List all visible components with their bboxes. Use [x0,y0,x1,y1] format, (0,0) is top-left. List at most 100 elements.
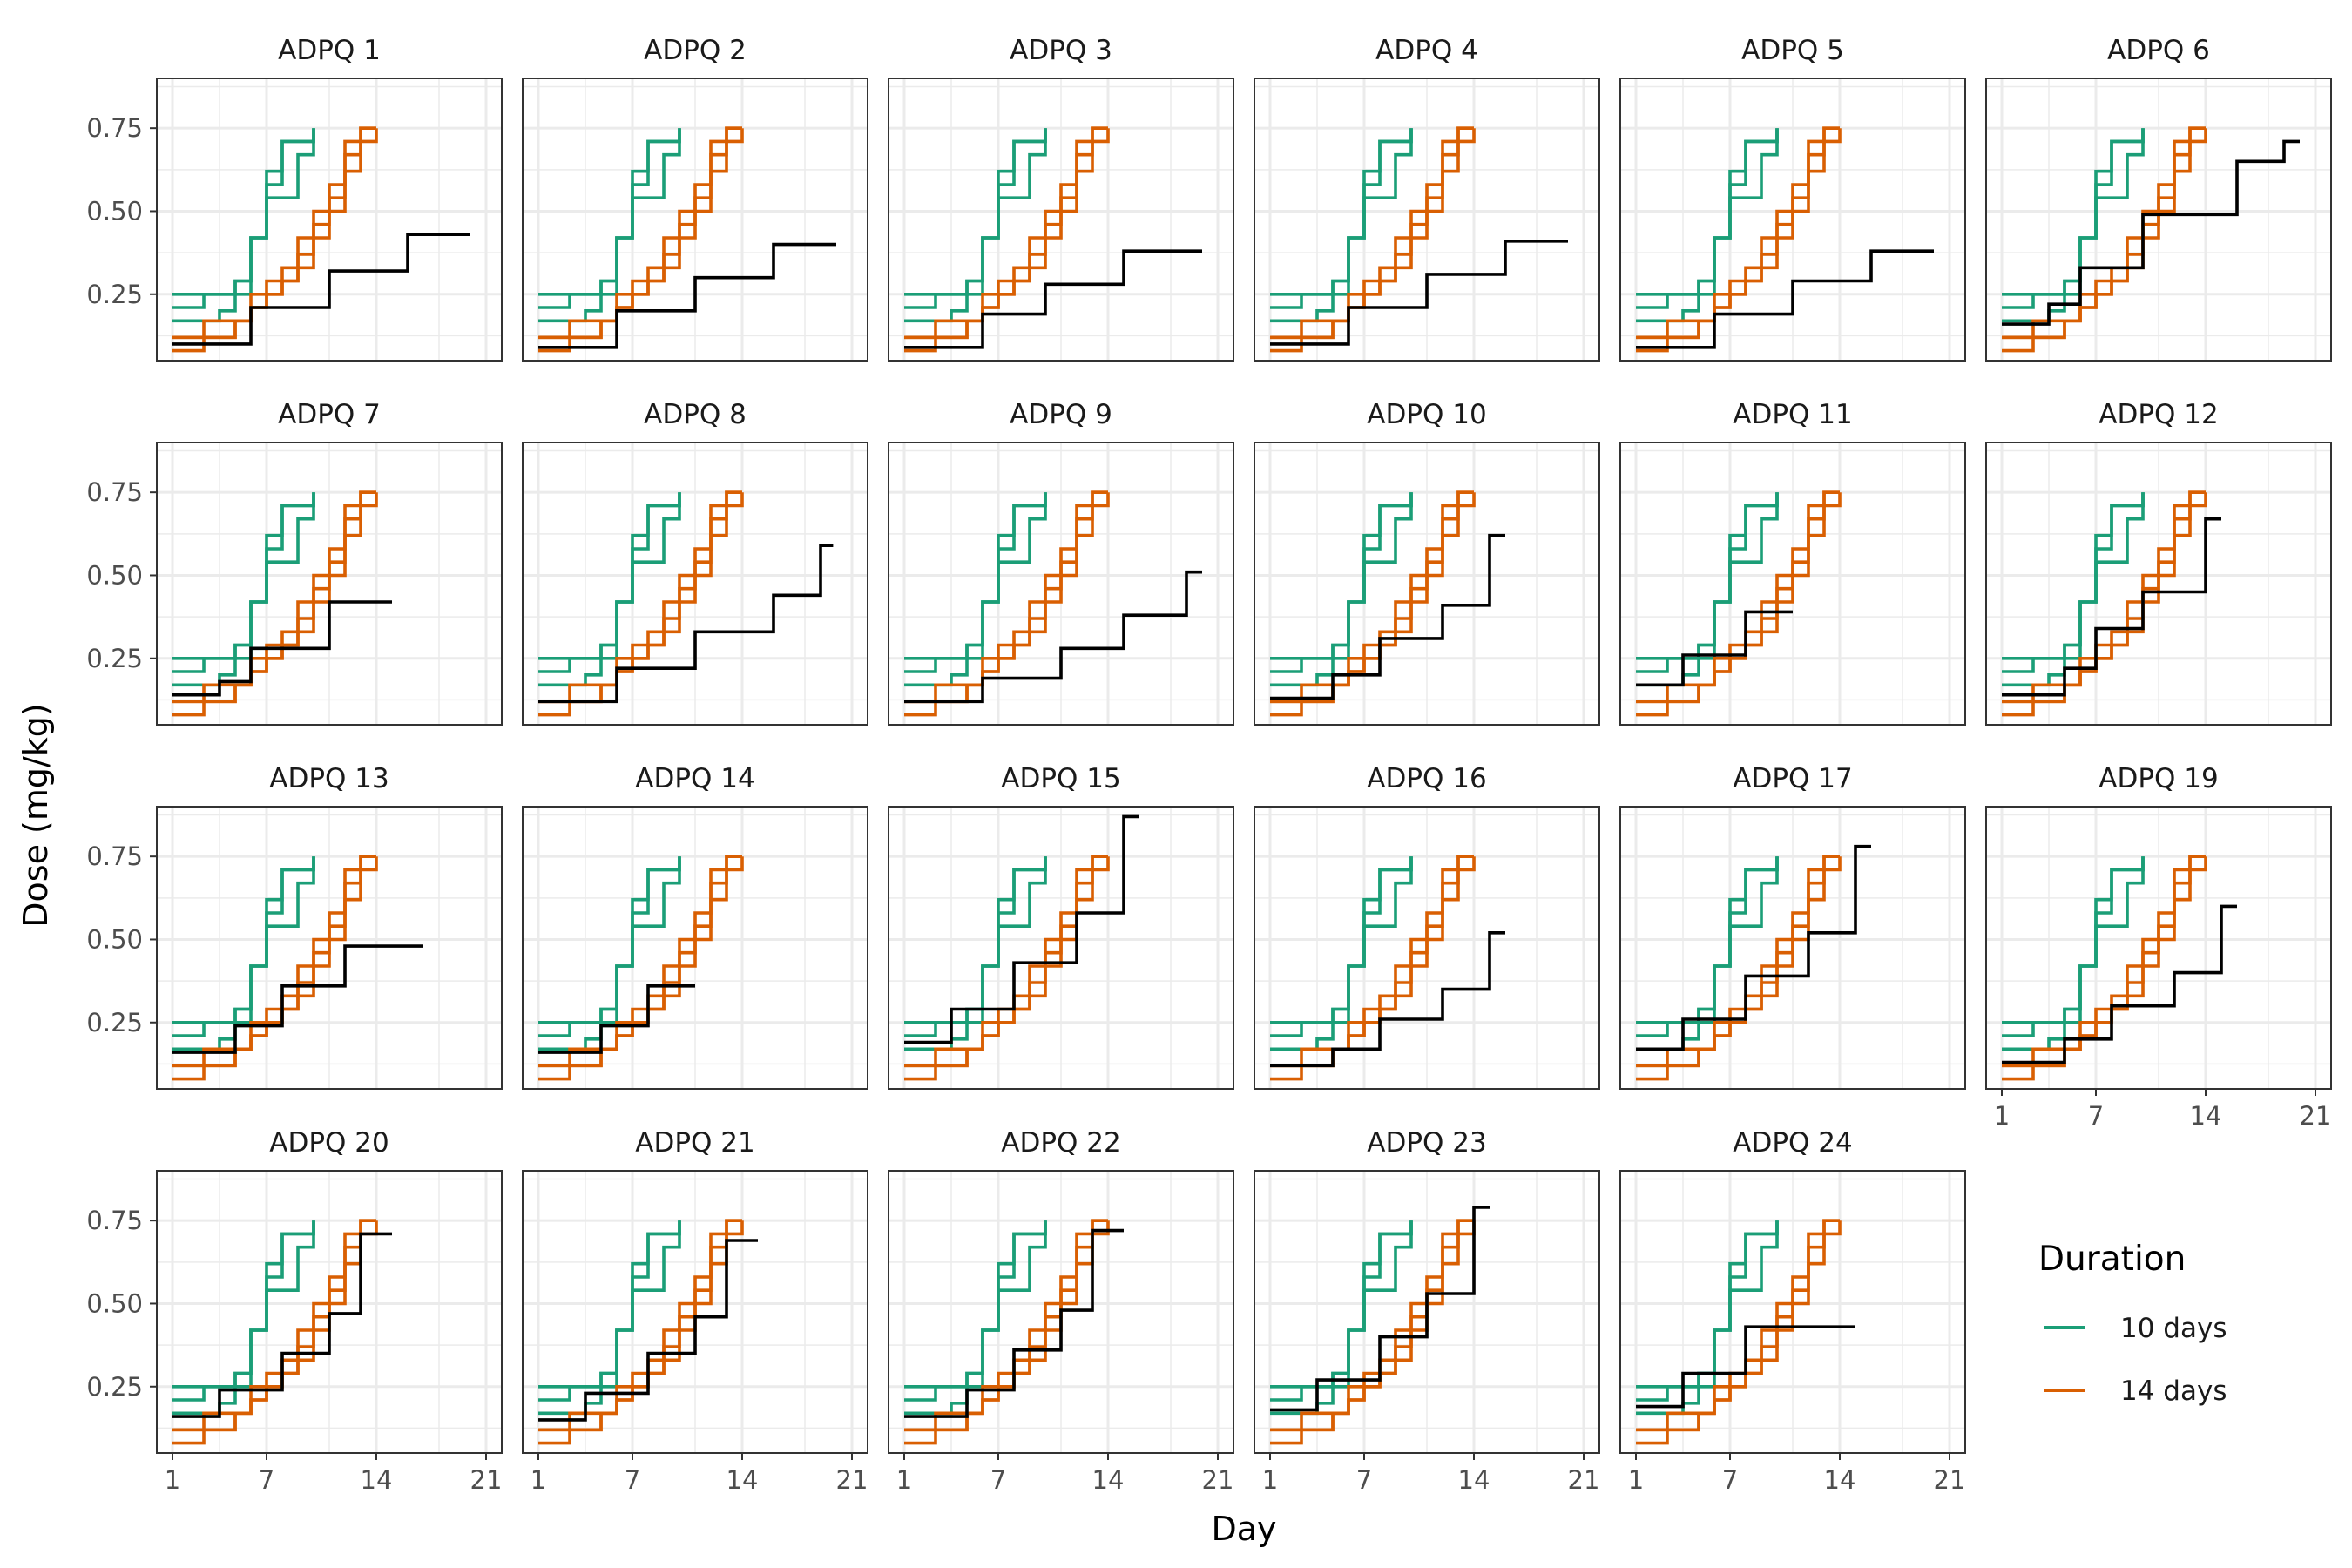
panel-title-adpq-11: ADPQ 11 [1733,399,1852,430]
individual-dose-line-adpq-20 [172,1232,392,1418]
x-tick-label: 7 [2088,1101,2104,1131]
x-tick-label: 1 [896,1465,912,1495]
series-10-days-line [172,856,315,1024]
x-tick-label: 14 [1824,1465,1856,1495]
panel-title-adpq-1: ADPQ 1 [278,35,381,66]
panel-title-adpq-8: ADPQ 8 [644,399,747,430]
x-tick-label: 7 [1356,1465,1372,1495]
x-tick-label: 21 [470,1465,503,1495]
panels-layer: ADPQ 1 0.25 0.50 0.75 ADPQ 2 ADPQ 3 ADPQ 4 ADPQ… [86,35,2332,1495]
y-tick-label: 0.25 [86,280,143,309]
x-tick-label: 14 [727,1465,759,1495]
panel-adpq-4: ADPQ 4 [1254,35,1600,362]
panel-adpq-7: ADPQ 7 0.25 0.50 0.75 [86,399,503,726]
panel-border [1619,1170,1966,1454]
series-14-days-line [2002,490,2206,704]
panel-title-adpq-14: ADPQ 14 [635,763,754,794]
series-10-days-line [1270,492,1413,660]
x-tick-label: 21 [2300,1101,2332,1131]
panel-title-adpq-4: ADPQ 4 [1375,35,1478,66]
series-10-days-line [2002,128,2145,296]
individual-dose-line-adpq-11 [1636,610,1793,687]
x-tick-label: 7 [625,1465,640,1495]
panel-title-adpq-12: ADPQ 12 [2099,399,2218,430]
panel-adpq-14: ADPQ 14 [522,763,868,1090]
panel-adpq-19: ADPQ 19 1 7 14 21 [1985,763,2332,1131]
series-14-days-line [538,126,742,340]
series-14-days-line [172,490,376,704]
panel-adpq-22: ADPQ 22 1 7 14 21 [888,1127,1234,1495]
series-10-days-line [1270,128,1413,296]
x-axis-title: Day [1211,1510,1276,1548]
legend-label-10-days: 10 days [2120,1313,2227,1344]
panel-adpq-17: ADPQ 17 [1619,763,1966,1090]
panel-adpq-12: ADPQ 12 [1985,399,2332,726]
individual-dose-line-adpq-23 [1270,1206,1490,1412]
y-tick-label: 0.50 [86,924,143,954]
panel-border [156,1170,503,1454]
series-14-days-line [172,855,376,1068]
individual-dose-line-adpq-8 [538,544,834,704]
series-14-days-line [1270,855,1474,1068]
y-axis-title: Dose (mg/kg) [17,703,55,927]
x-tick-label: 14 [1092,1465,1125,1495]
panel-adpq-23: ADPQ 23 1 7 14 21 [1254,1127,1600,1495]
panel-border [522,78,868,362]
panel-border [888,806,1234,1090]
series-10-days-line [1270,856,1413,1024]
x-tick-label: 1 [1994,1101,2010,1131]
individual-dose-line-adpq-12 [2002,517,2221,697]
individual-dose-line-adpq-17 [1636,844,1871,1051]
series-10-days-line [904,1220,1047,1389]
series-10-days-line [172,1220,315,1389]
series-10-days-line [1636,1220,1779,1389]
panel-adpq-11: ADPQ 11 [1619,399,1966,726]
x-tick-label: 7 [990,1465,1006,1495]
individual-dose-line-adpq-9 [904,570,1202,704]
panel-adpq-5: ADPQ 5 [1619,35,1966,362]
panel-border [522,442,868,726]
series-10-days-line [538,492,681,660]
individual-dose-line-adpq-13 [172,944,423,1054]
individual-dose-line-adpq-2 [538,242,836,349]
series-10-days-line [2002,492,2145,660]
series-14-days-line [1636,126,1840,340]
y-tick-label: 0.50 [86,1288,143,1318]
individual-dose-line-adpq-14 [538,984,695,1054]
series-14-days-line [1270,1219,1474,1432]
x-tick-label: 1 [531,1465,546,1495]
panel-title-adpq-6: ADPQ 6 [2107,35,2210,66]
individual-dose-line-adpq-10 [1270,533,1505,700]
x-tick-label: 21 [1202,1465,1234,1495]
series-10-days-line [904,128,1047,296]
series-10-days-line [538,1220,681,1389]
individual-dose-line-adpq-21 [538,1239,758,1422]
x-tick-label: 14 [361,1465,393,1495]
series-14-days-line [1636,855,1840,1068]
series-14-days-line [538,490,742,704]
y-tick-label: 0.25 [86,1372,143,1402]
panel-border [1619,78,1966,362]
panel-border [522,806,868,1090]
panel-title-adpq-24: ADPQ 24 [1733,1127,1852,1159]
series-10-days-line [1636,492,1779,660]
individual-dose-line-adpq-4 [1270,240,1568,346]
panel-title-adpq-19: ADPQ 19 [2099,763,2218,794]
x-tick-label: 14 [1458,1465,1490,1495]
individual-dose-line-adpq-15 [904,814,1139,1044]
panel-title-adpq-22: ADPQ 22 [1001,1127,1120,1159]
individual-dose-line-adpq-5 [1636,249,1934,349]
panel-title-adpq-15: ADPQ 15 [1001,763,1120,794]
legend: Duration 10 days 14 days [2038,1240,2227,1407]
series-14-days-line [538,855,742,1068]
x-tick-label: 21 [1934,1465,1966,1495]
y-tick-label: 0.50 [86,560,143,590]
panel-border [1985,806,2332,1090]
x-tick-label: 1 [165,1465,180,1495]
series-10-days-line [904,492,1047,660]
individual-dose-line-adpq-22 [904,1228,1124,1418]
panel-adpq-21: ADPQ 21 1 7 14 21 [522,1127,868,1495]
series-10-days-line [172,492,315,660]
panel-border [888,78,1234,362]
